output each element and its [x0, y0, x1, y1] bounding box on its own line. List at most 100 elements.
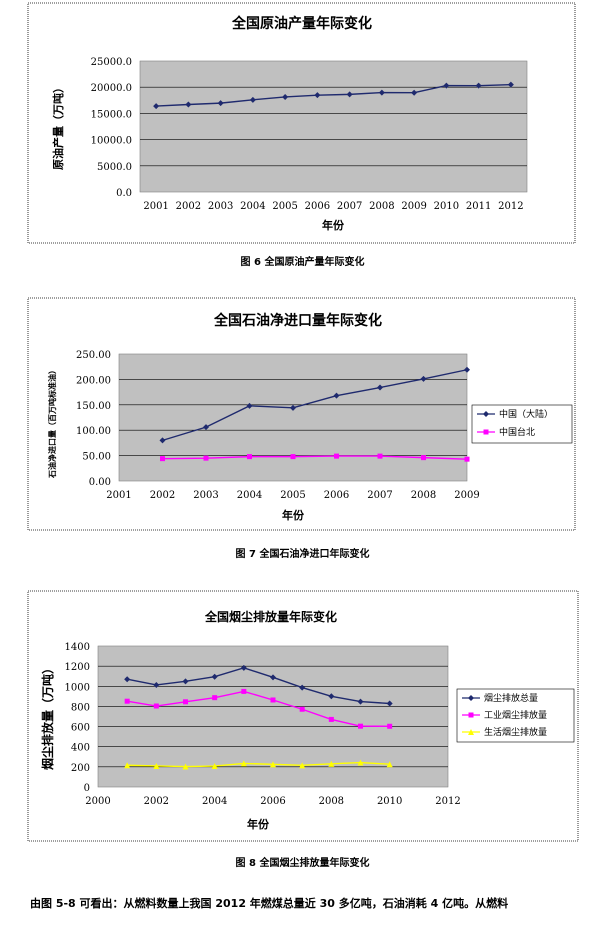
chart-1-data-point	[217, 100, 224, 107]
chart-2-data-point	[334, 453, 339, 459]
chart-2-data-point	[377, 453, 383, 459]
chart-1-xtick-label: 2009	[401, 201, 426, 212]
chart-1-plot-area	[139, 60, 528, 193]
chart-2-xtick-label: 2005	[280, 490, 305, 501]
chart-3-data-point	[183, 699, 188, 705]
chart-3-ytick-label: 200	[71, 763, 90, 774]
chart-2-xtick-label: 2001	[106, 490, 131, 501]
chart-2-data-point	[377, 384, 383, 391]
chart-3-data-point	[270, 761, 276, 768]
figure-7-caption: 图 7 全国石油净进口年际变化	[235, 549, 370, 560]
chart-2-plot-area	[118, 353, 468, 482]
chart-3-data-point	[357, 698, 364, 705]
chart-2-ytick-label: 0.00	[89, 477, 111, 488]
chart-1-xtick-label: 2002	[176, 201, 201, 212]
chart-3-data-point	[124, 698, 130, 704]
chart-3-ytick-label: 1000	[65, 682, 90, 693]
chart-2-ytick-label: 150.00	[76, 401, 111, 412]
chart-3-data-point	[270, 674, 276, 681]
legend-marker-domestic	[468, 729, 474, 735]
chart-2-series-line	[162, 369, 468, 442]
chart-1-xtick-label: 2001	[143, 201, 168, 212]
chart-1-xtick-label: 2006	[305, 201, 330, 212]
chart-2-data-point	[290, 454, 296, 460]
legend-marker-mainland	[483, 411, 489, 417]
chart-2-data-point	[203, 424, 209, 431]
chart-3-data-point	[124, 676, 131, 683]
legend-label-domestic: 生活烟尘排放量	[484, 726, 547, 738]
chart-3-series-line	[127, 667, 390, 705]
chart-2-legend-box	[471, 404, 573, 444]
chart-1-ytick-label: 25000.0	[91, 57, 132, 68]
chart-3-ytick-label: 400	[71, 743, 90, 754]
chart-1-ylabel: 原油产量（万吨）	[51, 82, 65, 170]
chart-3-data-point	[153, 703, 159, 709]
chart-3-data-point	[299, 684, 306, 691]
chart-3-data-point	[240, 664, 247, 671]
chart-2: 0.00 50.00 100.00 150.00 200.00 250.00 2001 20…	[27, 297, 576, 531]
chart-3-data-point	[241, 688, 247, 694]
chart-3-data-point	[328, 693, 335, 700]
chart-1-xtick-label: 2007	[337, 201, 362, 212]
chart-2-ytick-label: 250.00	[76, 350, 111, 361]
chart-1-data-point	[282, 93, 289, 100]
chart-1-data-point	[507, 81, 514, 88]
chart-2-xtick-label: 2008	[411, 490, 436, 501]
chart-2-data-point	[160, 456, 165, 462]
chart-3-series-line	[127, 761, 390, 768]
chart-2-data-point	[159, 437, 166, 444]
chart-2-title: 全国石油净进口量年际变化	[213, 312, 382, 329]
chart-3-ytick-label: 800	[71, 702, 90, 713]
chart-3-xtick-label: 2012	[435, 796, 460, 807]
legend-label-mainland: 中国（大陆）	[499, 408, 553, 420]
chart-2-data-point	[464, 366, 470, 373]
chart-3-xtick-label: 2000	[85, 796, 110, 807]
chart-1-data-point	[249, 96, 256, 103]
chart-2-xtick-label: 2004	[237, 490, 262, 501]
chart-3-ytick-label: 600	[71, 723, 90, 734]
chart-1-xtick-label: 2003	[208, 201, 233, 212]
chart-1-ytick-label: 0.0	[116, 188, 132, 199]
chart-1-data-point	[378, 89, 385, 96]
chart-1-series-line	[156, 83, 511, 107]
legend-marker-industrial	[468, 712, 474, 718]
chart-3-ytick-label: 0	[84, 783, 90, 794]
chart-3-xtick-label: 2010	[377, 796, 402, 807]
chart-1-xtick-label: 2008	[369, 201, 394, 212]
chart-3-ytick-label: 1400	[65, 642, 90, 653]
chart-1-xtick-label: 2011	[466, 201, 491, 212]
chart-1-ytick-label: 10000.0	[91, 136, 132, 147]
chart-2-data-point	[246, 402, 253, 409]
chart-3-xtick-label: 2008	[319, 796, 344, 807]
chart-3-data-point	[357, 759, 364, 766]
chart-3-xtick-label: 2004	[202, 796, 227, 807]
chart-2-data-point	[247, 454, 252, 460]
chart-1-ytick-label: 5000.0	[97, 162, 132, 173]
chart-3-xtick-label: 2002	[144, 796, 169, 807]
chart-1-title: 全国原油产量年际变化	[231, 15, 372, 32]
legend-marker-taipei	[483, 429, 489, 435]
chart-3-data-point	[211, 763, 218, 770]
chart-3-series-line	[127, 690, 390, 727]
chart-3-data-point	[124, 762, 131, 769]
legend-label-taipei: 中国台北	[499, 426, 535, 438]
chart-3-data-point	[299, 762, 306, 769]
chart-3-ytick-label: 1200	[65, 662, 90, 673]
chart-3-data-point	[328, 716, 334, 722]
chart-3-data-point	[182, 763, 189, 770]
chart-3-data-point	[211, 673, 218, 680]
chart-2-xtick-label: 2002	[150, 490, 175, 501]
chart-1-xtick-label: 2004	[240, 201, 265, 212]
legend-marker-total	[468, 695, 474, 701]
chart-2-xlabel: 年份	[282, 508, 305, 522]
chart-1-data-point	[346, 91, 353, 98]
chart-3-data-point	[387, 723, 393, 729]
chart-3-ylabel: 烟尘排放量（万吨）	[40, 662, 55, 770]
body-paragraph: 由图 5-8 可看出：从燃料数量上我国 2012 年燃煤总量近 30 多亿吨，石…	[30, 897, 509, 910]
chart-3-data-point	[386, 700, 393, 707]
chart-2-data-point	[420, 375, 427, 382]
chart-3-data-point	[240, 760, 247, 767]
chart-1-ytick-label: 20000.0	[91, 83, 132, 94]
chart-3-data-point	[153, 762, 160, 769]
